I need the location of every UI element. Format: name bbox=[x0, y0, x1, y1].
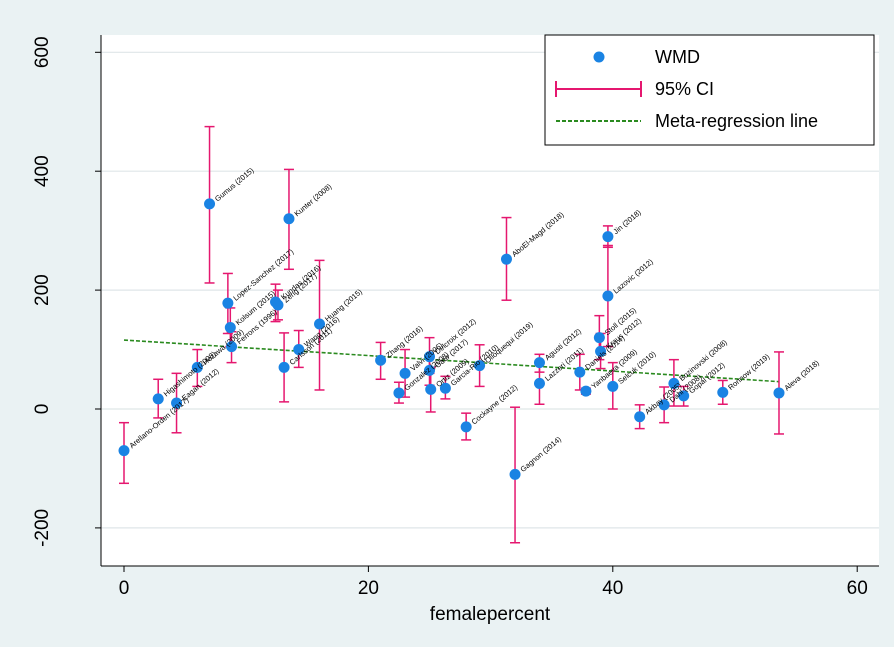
data-point bbox=[314, 318, 326, 330]
data-point bbox=[399, 367, 411, 379]
data-point bbox=[509, 468, 521, 480]
data-point bbox=[375, 354, 387, 366]
axis-ticks: -200 0 200 400 600 0 20 40 60 bbox=[32, 36, 868, 599]
y-tick-label: 600 bbox=[32, 36, 53, 68]
x-axis-title: femalepercent bbox=[430, 604, 551, 625]
data-point bbox=[224, 322, 236, 334]
x-tick-label: 0 bbox=[119, 578, 130, 599]
y-tick-label: -200 bbox=[32, 509, 53, 547]
legend-ci-label: 95% CI bbox=[655, 79, 714, 99]
data-point bbox=[204, 198, 216, 210]
data-point bbox=[118, 445, 130, 457]
data-point bbox=[152, 393, 164, 405]
data-point bbox=[602, 231, 614, 243]
data-point bbox=[393, 387, 405, 399]
data-point bbox=[226, 341, 238, 353]
data-point bbox=[191, 361, 203, 373]
y-tick-label: 0 bbox=[32, 404, 53, 415]
data-point bbox=[425, 383, 437, 395]
data-point bbox=[593, 332, 605, 344]
data-point bbox=[533, 377, 545, 389]
data-point bbox=[222, 297, 234, 309]
data-point bbox=[678, 390, 690, 402]
data-point bbox=[278, 361, 290, 373]
data-point bbox=[607, 380, 619, 392]
legend-line-label: Meta-regression line bbox=[655, 111, 818, 131]
data-point bbox=[474, 360, 486, 372]
data-point bbox=[717, 386, 729, 398]
data-point bbox=[658, 399, 670, 411]
legend-points-label: WMD bbox=[655, 47, 700, 67]
legend-point-swatch bbox=[593, 51, 605, 63]
data-point bbox=[580, 385, 592, 397]
data-point bbox=[171, 397, 183, 409]
legend: WMD 95% CI Meta-regression line bbox=[544, 34, 875, 146]
data-point bbox=[595, 345, 607, 357]
data-point bbox=[533, 357, 545, 369]
data-point bbox=[500, 253, 512, 265]
y-tick-label: 400 bbox=[32, 155, 53, 187]
data-point bbox=[668, 377, 680, 389]
data-point bbox=[283, 213, 295, 225]
y-tick-label: 200 bbox=[32, 274, 53, 306]
data-points bbox=[118, 198, 785, 480]
data-point bbox=[424, 364, 435, 376]
x-tick-label: 20 bbox=[358, 578, 379, 599]
data-point bbox=[439, 382, 451, 394]
data-point bbox=[574, 366, 586, 378]
data-point bbox=[634, 411, 646, 423]
data-point bbox=[602, 290, 614, 302]
x-tick-label: 40 bbox=[602, 578, 623, 599]
data-point bbox=[460, 421, 472, 433]
x-tick-label: 60 bbox=[847, 578, 868, 599]
data-point bbox=[293, 344, 305, 356]
data-point bbox=[424, 351, 435, 363]
data-point bbox=[272, 299, 284, 311]
axes bbox=[100, 35, 879, 567]
data-point bbox=[773, 387, 785, 399]
